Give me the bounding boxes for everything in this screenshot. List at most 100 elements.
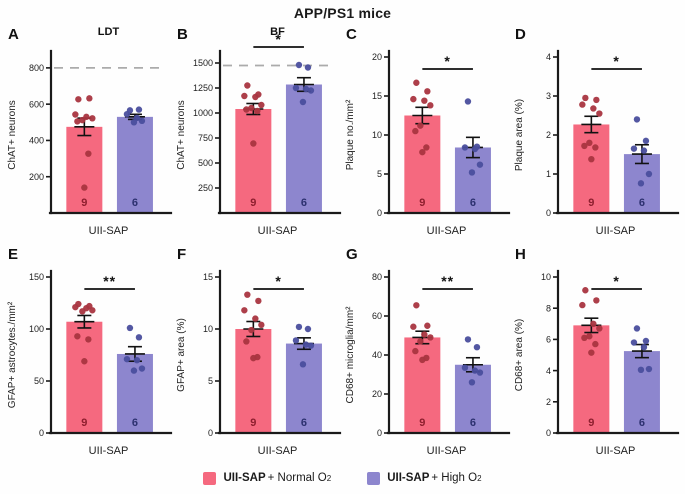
y-tick-label: 15 [203,272,213,282]
y-tick-label: 1 [546,169,551,179]
y-tick-label: 800 [29,63,44,73]
bar-normal-o2 [404,337,441,433]
data-point [74,333,81,340]
data-point [592,340,599,348]
y-tick-label: 1500 [193,58,213,68]
data-point [593,297,600,304]
panel-D: D 9 6 * 0 1 2 3 4 Plaque area (%) UII-SAP [512,23,680,243]
data-point [590,320,597,327]
data-point [588,349,595,356]
bar-normal-o2 [66,321,103,433]
y-axis-ticks: 0 5 10 15 20 [372,52,389,218]
data-point [464,98,472,105]
panel-subtitle: BF [270,26,285,38]
n-label-normal-o2: 9 [81,197,87,209]
data-point [302,341,310,348]
axes [48,269,173,435]
data-points-high-o2 [123,324,146,374]
bar-normal-o2 [235,109,272,213]
data-point [476,161,484,168]
bar-high-o2 [623,351,660,433]
panel-letter: A [8,26,19,43]
data-point [133,357,141,364]
bar-normal-o2 [573,325,610,433]
data-point [590,105,597,112]
chart-C: C 9 6 * 0 5 10 15 20 Plaque no./mm² UII-SAP [345,26,511,237]
data-point [130,119,138,126]
panel-F: F 9 6 * 0 5 10 15 GFAP+ area (%) UII-SAP [174,243,342,463]
data-point [476,369,484,376]
panel-letter: B [177,26,188,43]
data-point [86,95,93,102]
data-point [421,97,428,104]
axes [386,49,511,215]
y-tick-label: 60 [372,311,382,321]
y-tick-label: 500 [198,158,213,168]
significance-stars: * [275,31,281,47]
legend-label-bold: UII-SAP [223,472,266,484]
data-point [302,85,310,93]
n-label-high-o2: 6 [470,197,476,209]
data-point [258,321,265,329]
data-point [299,361,307,368]
panel-G: G 9 6 ** 0 20 40 60 80 CD68+ microglia/mm² UII-SAP [343,243,511,463]
legend-swatch-normal-o2 [203,471,217,485]
bar-high-o2 [285,343,322,433]
y-tick-label: 5 [377,169,382,179]
data-points-high-o2 [461,98,484,176]
legend-label-text: + High O [431,472,478,484]
data-point [410,95,417,103]
data-point [579,101,586,108]
error-bar-normal-o2 [581,115,602,134]
y-tick-label: 6 [546,335,551,345]
y-tick-label: 40 [372,350,382,360]
data-point [427,102,434,109]
data-point [579,301,586,309]
panel-letter: C [346,26,357,43]
y-tick-label: 80 [372,272,382,282]
data-point [72,111,79,118]
data-point [642,337,650,345]
y-tick-label: 2 [546,397,551,407]
x-axis-label: UII-SAP [427,445,467,457]
data-point [424,88,431,95]
panel-C: C 9 6 * 0 5 10 15 20 Plaque no./mm² UII-SAP [343,23,511,243]
y-tick-label: 15 [372,91,382,101]
significance-stars: * [275,273,281,289]
data-point [254,107,261,115]
y-axis-label: GFAP+ area (%) [176,318,187,392]
data-point [596,110,603,117]
data-points-high-o2 [123,106,146,126]
n-label-normal-o2: 9 [419,417,425,429]
panel-letter: G [346,246,358,263]
data-point [307,342,315,349]
y-tick-label: 4 [546,52,551,62]
data-points-normal-o2 [241,291,265,362]
data-point [412,127,419,135]
y-axis-label: CD68+ microglia/mm² [345,306,356,404]
data-point [582,94,589,102]
data-point [423,144,430,151]
panel-letter: H [515,246,526,263]
legend-label-sub: 2 [326,473,332,483]
data-points-normal-o2 [410,302,434,364]
data-point [250,140,257,147]
y-axis-ticks: 200 400 600 800 [29,63,51,182]
data-point [593,96,600,104]
y-tick-label: 100 [29,324,44,334]
data-point [592,144,599,151]
chart-B: B BF 9 6 * 250 500 750 1000 1250 1500 ChAT+ neurons… [176,26,342,237]
data-point [295,61,303,69]
data-point [252,93,259,101]
panel-H: H 9 6 * 0 2 4 6 8 10 CD68+ area (%) UII-SAP [512,243,680,463]
data-point [304,325,312,333]
y-axis-label: ChAT+ neurons [176,100,187,170]
data-point [72,303,79,311]
data-point [85,336,92,343]
panel-letter: E [8,246,18,263]
data-point [292,337,300,344]
n-label-normal-o2: 9 [81,417,87,429]
